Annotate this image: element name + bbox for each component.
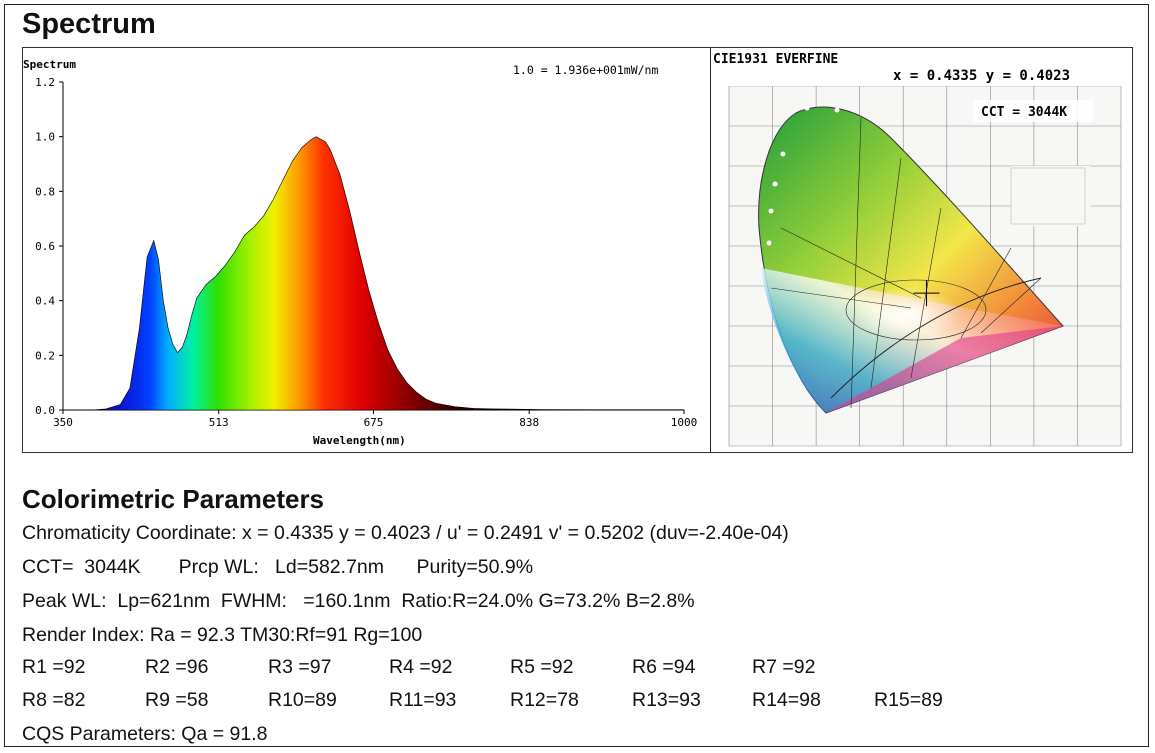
x-tick-label: 1000 (671, 416, 698, 429)
y-tick-label: 0.2 (35, 349, 55, 362)
cie1931-chart: CIE1931 EVERFINE x = 0.4335 y = 0.4023 C… (711, 48, 1131, 447)
cie-marker-dots (766, 105, 840, 246)
r-value-cell: R13=93 (632, 689, 701, 711)
y-tick-label: 0.4 (35, 295, 55, 308)
y-tick-label: 0.6 (35, 240, 55, 253)
scale-annotation: 1.0 = 1.936e+001mW/nm (513, 63, 658, 77)
peak-line: Peak WL: Lp=621nm FWHM: =160.1nm Ratio:R… (22, 590, 695, 612)
params-title: Colorimetric Parameters (22, 484, 325, 514)
r-value-cell: R4 =92 (389, 656, 453, 678)
x-tick-label: 838 (519, 416, 539, 429)
cie-title: CIE1931 EVERFINE (713, 52, 838, 67)
cie-xy-readout: x = 0.4335 y = 0.4023 (893, 68, 1070, 84)
spectrum-chart: Spectrum 1.0 = 1.936e+001mW/nm Wavelengt… (23, 58, 698, 447)
x-axis-label: Wavelength(nm) (313, 434, 406, 447)
r-value-cell: R1 =92 (22, 656, 86, 678)
x-tick-label: 350 (53, 416, 73, 429)
r-value-cell: R9 =58 (145, 689, 209, 711)
report-frame (4, 4, 1149, 747)
cie-diagram-panel: CIE1931 EVERFINE x = 0.4335 y = 0.4023 C… (710, 48, 1132, 452)
cie-white-region (841, 272, 991, 348)
r-value-cell: R12=78 (510, 689, 579, 711)
cqs-line: CQS Parameters: Qa = 91.8 (22, 723, 268, 745)
cie-region-lines (770, 117, 1042, 409)
r-value-cell: R6 =94 (632, 656, 696, 678)
spectrum-label: Spectrum (23, 58, 76, 71)
r-value-cell: R8 =82 (22, 689, 86, 711)
y-tick-label: 0.0 (35, 404, 55, 417)
cie-magenta-region (826, 326, 1063, 413)
x-tick-label: 513 (209, 416, 229, 429)
r-value-cell: R3 =97 (268, 656, 332, 678)
y-tick-label: 1.2 (35, 76, 55, 89)
r-value-cell: R15=89 (874, 689, 943, 711)
page-title: Spectrum (22, 8, 156, 40)
chromaticity-crosshair (913, 280, 940, 307)
r-value-cell: R11=93 (389, 689, 457, 711)
cie-cct-readout: CCT = 3044K (981, 105, 1067, 120)
x-tick-label: 675 (364, 416, 384, 429)
y-tick-label: 0.8 (35, 185, 55, 198)
planckian-locus (830, 277, 1042, 399)
chromaticity-line: Chromaticity Coordinate: x = 0.4335 y = … (22, 522, 789, 544)
spectrum-area (91, 136, 685, 411)
cie-source-legend (1010, 167, 1086, 225)
r-value-cell: R10=89 (268, 689, 337, 711)
r-value-cell: R2 =96 (145, 656, 209, 678)
render-index-line: Render Index: Ra = 92.3 TM30:Rf=91 Rg=10… (22, 624, 423, 646)
charts-panel: Spectrum 1.0 = 1.936e+001mW/nm Wavelengt… (22, 47, 1133, 453)
cct-line: CCT= 3044K Prcp WL: Ld=582.7nm Purity=50… (22, 556, 534, 578)
y-tick-label: 1.0 (35, 131, 55, 144)
r-value-cell: R7 =92 (752, 656, 816, 678)
r-value-cell: R14=98 (752, 689, 821, 711)
r-value-cell: R5 =92 (510, 656, 574, 678)
